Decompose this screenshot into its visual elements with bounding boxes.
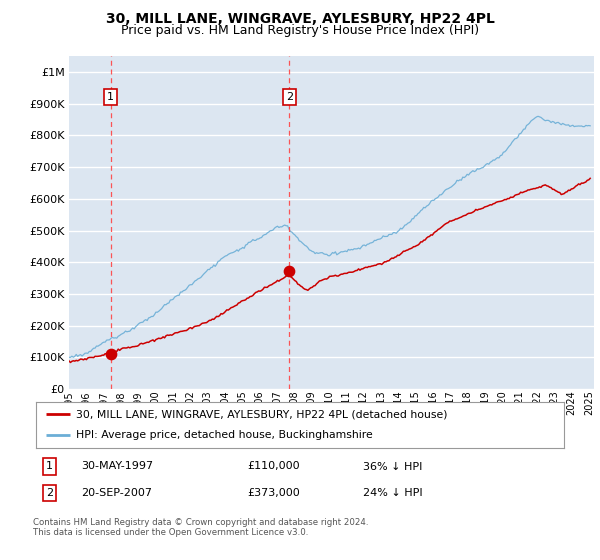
Text: HPI: Average price, detached house, Buckinghamshire: HPI: Average price, detached house, Buck… <box>76 431 373 441</box>
Text: 30, MILL LANE, WINGRAVE, AYLESBURY, HP22 4PL (detached house): 30, MILL LANE, WINGRAVE, AYLESBURY, HP22… <box>76 409 447 419</box>
Text: 2: 2 <box>46 488 53 498</box>
Text: 30, MILL LANE, WINGRAVE, AYLESBURY, HP22 4PL: 30, MILL LANE, WINGRAVE, AYLESBURY, HP22… <box>106 12 494 26</box>
Text: £373,000: £373,000 <box>247 488 300 498</box>
Text: 1: 1 <box>107 92 114 102</box>
Text: £110,000: £110,000 <box>247 461 300 472</box>
Text: 1: 1 <box>46 461 53 472</box>
Point <box>284 267 294 276</box>
Point <box>106 350 116 359</box>
Text: 2: 2 <box>286 92 293 102</box>
Text: Contains HM Land Registry data © Crown copyright and database right 2024.
This d: Contains HM Land Registry data © Crown c… <box>33 518 368 538</box>
Text: 30-MAY-1997: 30-MAY-1997 <box>81 461 153 472</box>
Text: 20-SEP-2007: 20-SEP-2007 <box>81 488 152 498</box>
Text: Price paid vs. HM Land Registry's House Price Index (HPI): Price paid vs. HM Land Registry's House … <box>121 24 479 36</box>
Text: 36% ↓ HPI: 36% ↓ HPI <box>364 461 423 472</box>
Text: 24% ↓ HPI: 24% ↓ HPI <box>364 488 423 498</box>
